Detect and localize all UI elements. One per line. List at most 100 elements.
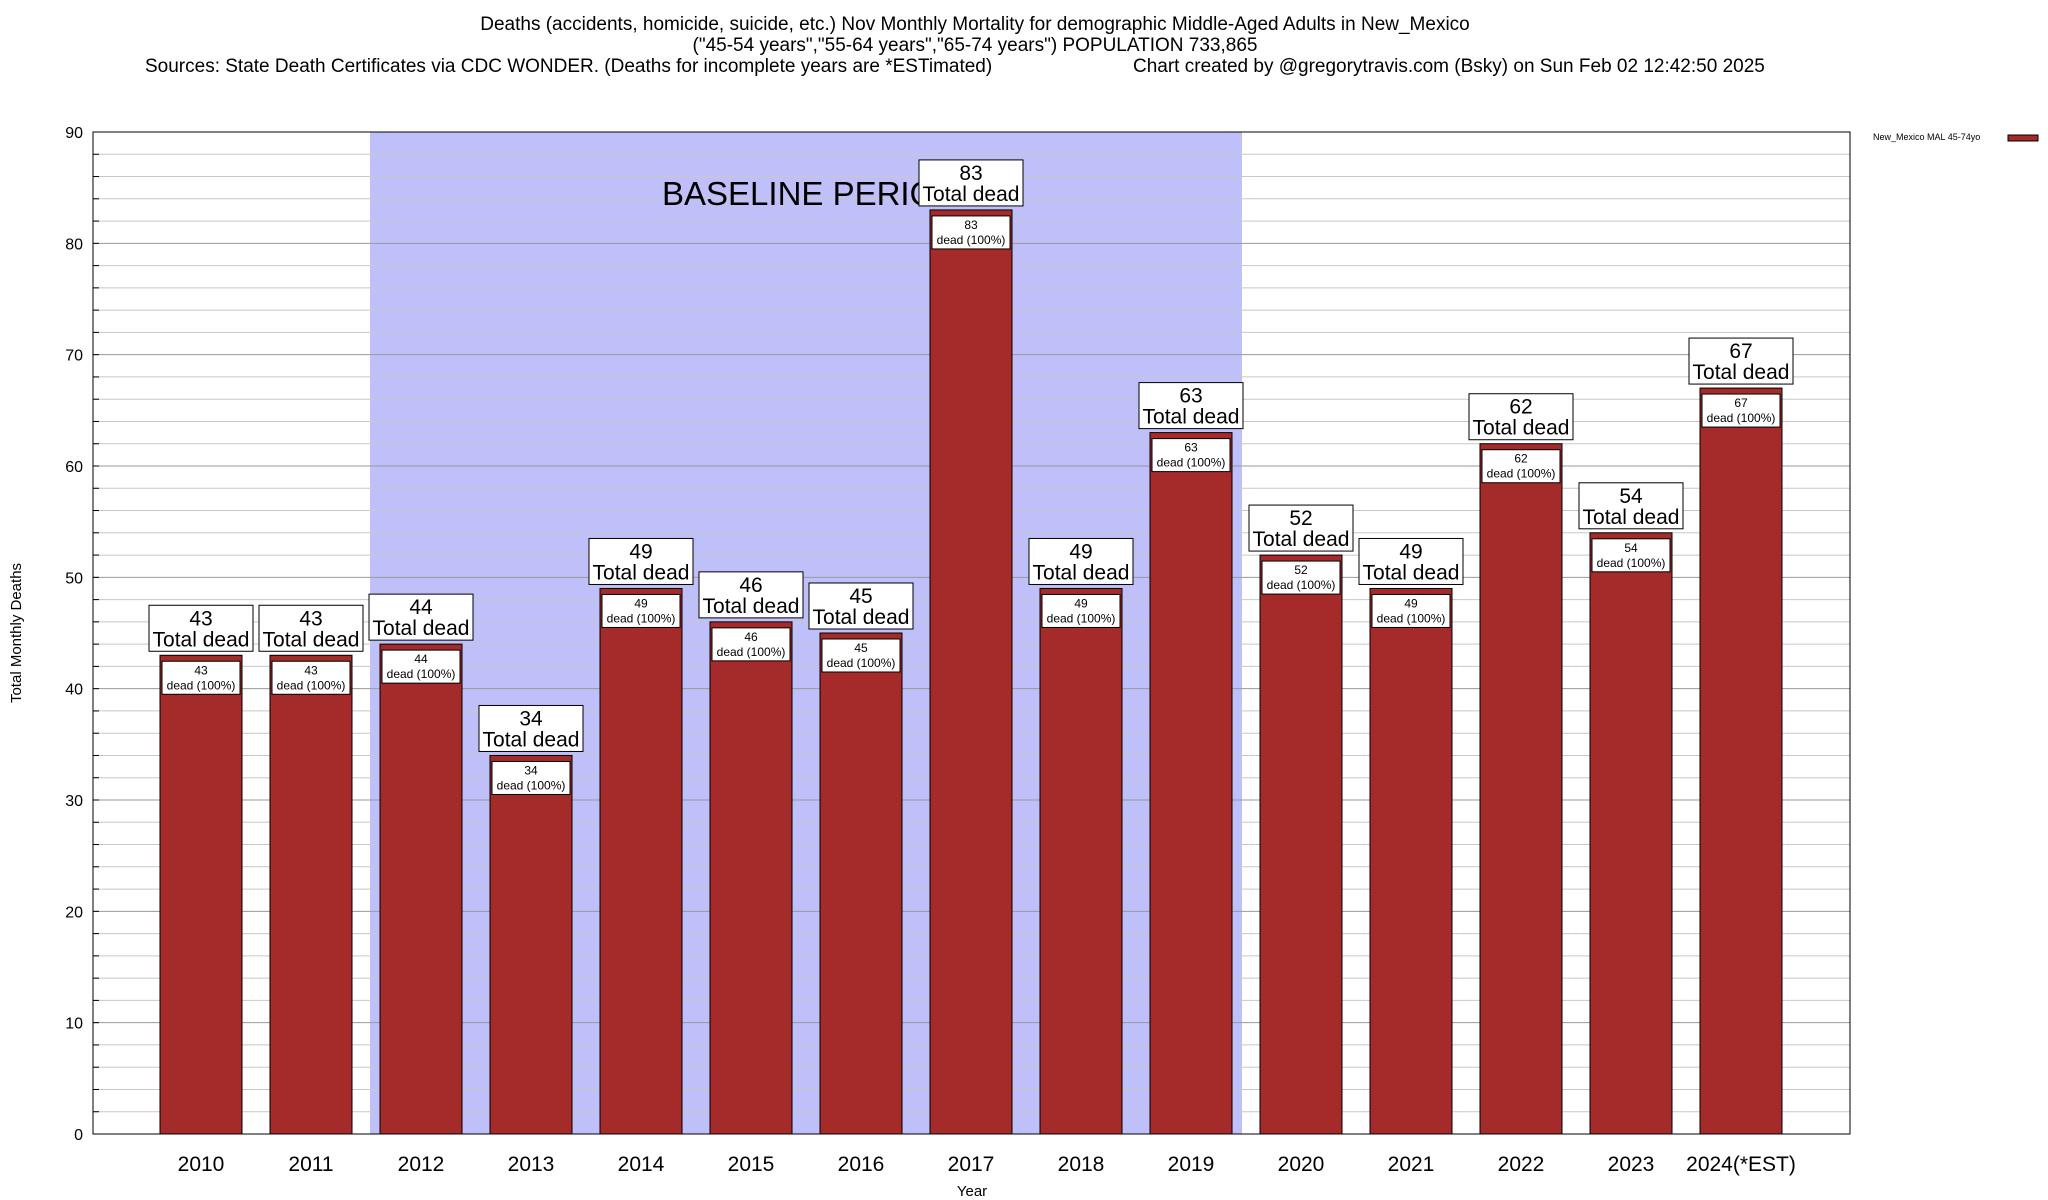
bar-inner-value: 34 <box>524 763 538 777</box>
bar-inner-suffix: dead (100%) <box>1157 456 1226 470</box>
bar-inner-value: 54 <box>1624 541 1638 555</box>
y-tick-label: 40 <box>65 682 83 699</box>
bar-top-label-box <box>1358 537 1464 585</box>
y-tick-label: 90 <box>65 125 83 142</box>
bar-inner-label-box <box>1151 438 1231 473</box>
x-tick-label: 2015 <box>728 1153 775 1176</box>
bar-top-value: 62 <box>1509 396 1532 419</box>
bar-top-label-box <box>1468 393 1574 441</box>
x-tick-label: 2017 <box>948 1153 995 1176</box>
bar-top-suffix: Total dead <box>483 728 580 751</box>
bar-top-suffix: Total dead <box>1143 406 1240 429</box>
bar <box>1589 532 1673 1135</box>
bar-top-suffix: Total dead <box>703 595 800 618</box>
bar <box>1259 554 1343 1135</box>
bar-top-value: 54 <box>1619 485 1643 508</box>
bar-inner-value: 83 <box>964 218 978 232</box>
bar-top-suffix: Total dead <box>593 561 690 584</box>
bar-inner-suffix: dead (100%) <box>1377 611 1446 625</box>
bar-inner-suffix: dead (100%) <box>717 645 786 659</box>
x-tick-label: 2022 <box>1498 1153 1545 1176</box>
bar-top-suffix: Total dead <box>813 606 910 629</box>
bar <box>1369 587 1453 1135</box>
bar <box>489 754 573 1135</box>
bar-inner-label-box <box>821 638 901 673</box>
bar-inner-suffix: dead (100%) <box>1487 467 1556 481</box>
bar-top-label-box <box>588 537 694 585</box>
legend-swatch <box>2007 134 2039 142</box>
bar-inner-label-box <box>1481 449 1561 484</box>
bar-inner-value: 49 <box>1404 596 1418 610</box>
bar-inner-label-box <box>1371 593 1451 628</box>
bar-top-label-box <box>368 593 474 641</box>
bar-top-suffix: Total dead <box>1033 561 1130 584</box>
bar <box>269 654 353 1135</box>
bar-top-value: 43 <box>189 607 212 630</box>
plot-frame <box>92 131 1851 1135</box>
y-tick-label: 80 <box>65 236 83 253</box>
bar-inner-label-box <box>1041 593 1121 628</box>
bar-top-suffix: Total dead <box>263 628 360 651</box>
bar-inner-label-box <box>271 660 351 695</box>
bar-top-label-box <box>808 582 914 630</box>
bar-inner-label-box <box>931 215 1011 250</box>
bar-top-value: 49 <box>629 540 652 563</box>
chart-credit: Chart created by @gregorytravis.com (Bsk… <box>1133 56 1765 77</box>
bar-top-suffix: Total dead <box>153 628 250 651</box>
x-tick-label: 2012 <box>398 1153 445 1176</box>
bar <box>379 643 463 1135</box>
bar-top-label-box <box>1138 382 1244 430</box>
bar-inner-suffix: dead (100%) <box>607 611 676 625</box>
y-tick-label: 10 <box>65 1016 83 1033</box>
bar-inner-suffix: dead (100%) <box>1267 578 1336 592</box>
bar-top-suffix: Total dead <box>1253 528 1350 551</box>
bar-inner-value: 49 <box>1074 596 1088 610</box>
bar-top-label-box <box>258 604 364 652</box>
bar-top-value: 34 <box>519 707 543 730</box>
baseline-period-label: BASELINE PERIOD <box>662 175 959 212</box>
bar-top-value: 49 <box>1399 540 1422 563</box>
bar-top-label-box <box>1248 504 1354 552</box>
y-tick-label: 70 <box>65 348 83 365</box>
bar-inner-label-box <box>161 660 241 695</box>
bar <box>709 621 793 1135</box>
bar-inner-suffix: dead (100%) <box>167 678 236 692</box>
bar <box>819 632 903 1135</box>
bar-top-suffix: Total dead <box>373 617 470 640</box>
bar-inner-suffix: dead (100%) <box>937 233 1006 247</box>
bar <box>1479 443 1563 1135</box>
bar-inner-label-box <box>711 627 791 662</box>
bar-inner-label-box <box>1261 560 1341 595</box>
y-tick-label: 60 <box>65 459 83 476</box>
chart-sources: Sources: State Death Certificates via CD… <box>145 56 993 77</box>
bar-inner-label-box <box>381 649 461 684</box>
bar-inner-value: 45 <box>854 641 868 655</box>
bar-top-value: 49 <box>1069 540 1092 563</box>
bar-inner-suffix: dead (100%) <box>827 656 896 670</box>
bar-inner-suffix: dead (100%) <box>277 678 346 692</box>
bar-top-value: 83 <box>959 162 982 185</box>
bar <box>929 209 1013 1135</box>
bar-top-label-box <box>918 159 1024 207</box>
x-tick-label: 2011 <box>288 1153 333 1176</box>
x-tick-label: 2013 <box>508 1153 555 1176</box>
bar-inner-label-box <box>1591 538 1671 573</box>
bar-top-suffix: Total dead <box>1363 561 1460 584</box>
bar-top-label-box <box>1028 537 1134 585</box>
bar-top-value: 52 <box>1289 507 1312 530</box>
bar-inner-suffix: dead (100%) <box>387 667 456 681</box>
bar-inner-value: 44 <box>414 652 428 666</box>
bar-inner-suffix: dead (100%) <box>1707 411 1776 425</box>
bar-inner-value: 43 <box>194 663 208 677</box>
bar-top-value: 44 <box>409 596 433 619</box>
bar-inner-value: 43 <box>304 663 318 677</box>
x-tick-label: 2024(*EST) <box>1686 1153 1796 1176</box>
legend-label: New_Mexico MAL 45-74yo <box>1873 132 1980 142</box>
bar-top-value: 63 <box>1179 385 1202 408</box>
bar-top-value: 45 <box>849 585 872 608</box>
x-axis-title: Year <box>957 1183 987 1200</box>
chart-title: Deaths (accidents, homicide, suicide, et… <box>480 14 1470 35</box>
bar-top-suffix: Total dead <box>1693 361 1790 384</box>
y-tick-label: 30 <box>65 793 83 810</box>
bar-top-suffix: Total dead <box>1583 506 1680 529</box>
